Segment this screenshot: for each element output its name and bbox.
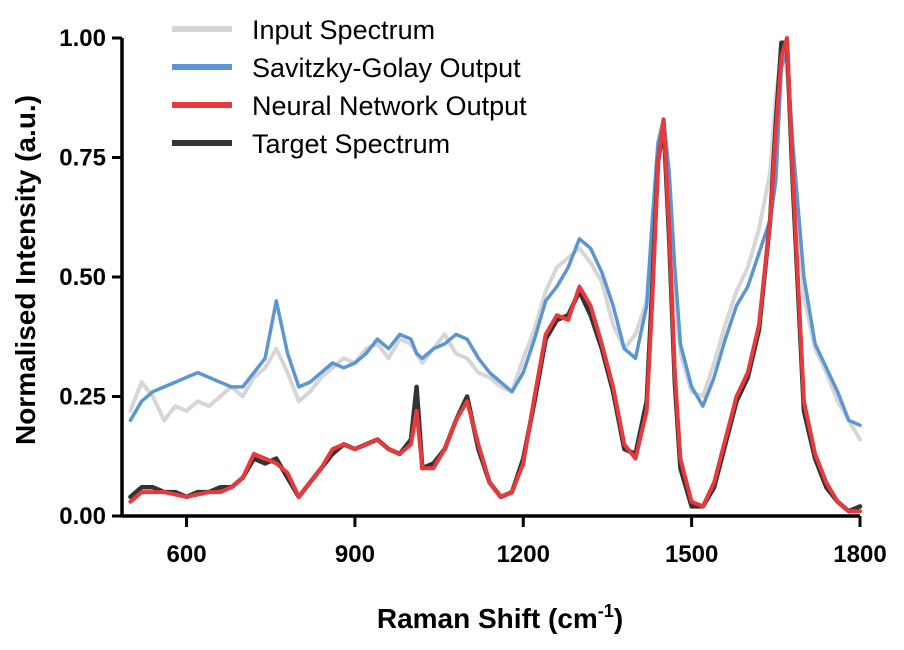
x-tick-label: 1200 [497,541,550,568]
x-axis-title: Raman Shift (cm-1) [377,601,623,634]
series-line-input-spectrum [128,55,862,442]
series-line-neural-network-output [128,36,862,514]
legend-label-input-spectrum: Input Spectrum [252,15,435,45]
x-tick-label: 600 [167,541,207,568]
x-tick-label: 1800 [833,541,886,568]
y-tick-label: 0.50 [59,264,106,291]
legend: Input Spectrum Savitzky-Golay Output Neura… [172,15,527,159]
series-layer [128,36,863,514]
y-tick-label: 1.00 [59,25,106,52]
y-axis-title: Normalised Intensity (a.u.) [10,95,41,445]
legend-label-savitzky-golay-output: Savitzky-Golay Output [252,53,521,83]
y-tick-label: 0.00 [59,503,106,530]
ticks-layer: 0.00 0.25 0.50 0.75 1.00 600 900 1200 1500 1800 [59,25,886,568]
x-axis-title-superscript: -1 [598,601,614,621]
x-tick-label: 1500 [665,541,718,568]
legend-label-target-spectrum: Target Spectrum [252,129,450,159]
x-tick-label: 900 [335,541,375,568]
legend-label-neural-network-output: Neural Network Output [252,91,527,121]
y-tick-label: 0.75 [59,145,106,172]
series-line-savitzky-golay-output [128,50,862,427]
y-tick-label: 0.25 [59,384,106,411]
